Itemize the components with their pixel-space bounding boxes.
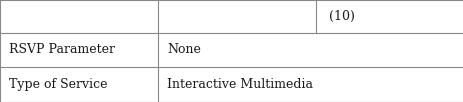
Text: RSVP Parameter: RSVP Parameter bbox=[9, 43, 115, 57]
Text: Type of Service: Type of Service bbox=[9, 78, 107, 91]
Text: (10): (10) bbox=[329, 10, 355, 23]
Text: None: None bbox=[167, 43, 200, 57]
Text: Interactive Multimedia: Interactive Multimedia bbox=[167, 78, 313, 91]
